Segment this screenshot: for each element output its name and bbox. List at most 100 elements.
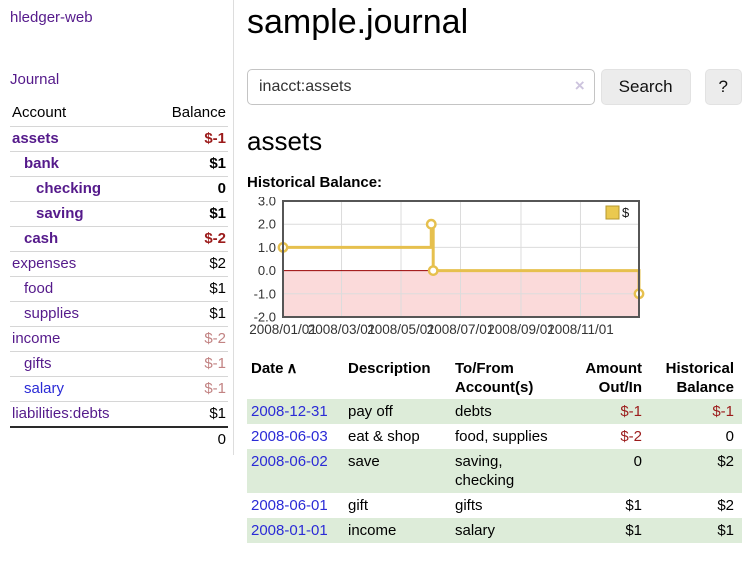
register-col-historical: Historical Balance	[665, 360, 734, 396]
svg-text:0.0: 0.0	[258, 263, 276, 278]
register-row: 2008-01-01 income salary $1 $1	[247, 518, 742, 543]
account-balance: $1	[148, 276, 228, 302]
register-description-cell: save	[348, 453, 380, 470]
account-balance: $-2	[148, 326, 228, 352]
account-row: saving $1	[10, 201, 228, 227]
account-row: expenses $2	[10, 251, 228, 277]
transaction-date-link[interactable]: 2008-06-01	[251, 497, 328, 514]
account-row: food $1	[10, 276, 228, 302]
svg-text:-1.0: -1.0	[254, 286, 276, 301]
chart-heading: Historical Balance:	[247, 174, 383, 191]
account-link[interactable]: expenses	[12, 255, 77, 272]
search-input[interactable]	[247, 69, 595, 105]
svg-text:2.0: 2.0	[258, 217, 276, 232]
account-link[interactable]: gifts	[24, 355, 52, 372]
register-balance-cell: $1	[717, 522, 734, 539]
page-title: sample.journal	[247, 3, 469, 41]
account-row: bank $1	[10, 151, 228, 177]
register-description-cell: gift	[348, 497, 369, 514]
svg-text:3.0: 3.0	[258, 197, 276, 209]
register-balance-cell: $2	[717, 453, 734, 470]
search-box: ×	[247, 69, 595, 105]
historical-balance-chart: $3.0 2.0 1.0 0.0 -1.0 -2.0 2008/01/01 2008/03/0…	[247, 197, 742, 341]
account-link[interactable]: checking	[36, 180, 102, 197]
clear-search-icon[interactable]: ×	[574, 76, 585, 95]
register-accounts-cell: saving, checking	[455, 453, 515, 489]
account-link[interactable]: income	[12, 330, 61, 347]
register-col-tofrom: To/From Account(s)	[455, 360, 534, 396]
register-description-cell: eat & shop	[348, 428, 420, 445]
transaction-date-link[interactable]: 2008-12-31	[251, 403, 328, 420]
svg-text:2008/05/01: 2008/05/01	[367, 322, 435, 337]
account-link[interactable]: food	[24, 280, 54, 297]
account-balance: $1	[148, 401, 228, 427]
sidebar: hledger-web Journal Account Balance asse…	[0, 0, 233, 452]
transaction-date-link[interactable]: 2008-06-03	[251, 428, 328, 445]
register-amount-cell: 0	[633, 453, 642, 470]
main-content: sample.journal × Search ? assets Histori…	[234, 0, 742, 543]
search-button[interactable]: Search	[600, 69, 691, 105]
accounts-col-balance: Balance	[171, 104, 226, 121]
account-row: income $-2	[10, 326, 228, 352]
account-link[interactable]: bank	[24, 155, 60, 172]
register-accounts-cell: debts	[455, 403, 492, 420]
register-balance-cell: $2	[717, 497, 734, 514]
register-description-cell: pay off	[348, 403, 393, 420]
register-balance-cell: $-1	[712, 403, 734, 420]
register-header-row: Date ∧ Description To/From Account(s) Amount O…	[247, 357, 742, 399]
svg-text:2008/03/01: 2008/03/01	[308, 322, 376, 337]
register-col-date[interactable]: Date ∧	[251, 360, 298, 377]
account-title: assets	[247, 126, 323, 156]
register-col-amount: Amount Out/In	[585, 360, 642, 396]
account-link[interactable]: liabilities:debts	[12, 405, 110, 422]
search-form: × Search ?	[247, 69, 742, 105]
help-button[interactable]: ?	[704, 69, 742, 105]
register-row: 2008-12-31 pay off debts $-1 $-1	[247, 399, 742, 424]
sidebar-divider	[233, 0, 234, 455]
svg-text:2008/07/01: 2008/07/01	[427, 322, 495, 337]
accounts-table: Account Balance assets $-1 bank $1 checking 0…	[10, 101, 228, 452]
accounts-total-value: 0	[148, 426, 228, 452]
account-balance: $1	[148, 151, 228, 177]
register-amount-cell: $1	[625, 522, 642, 539]
account-row: gifts $-1	[10, 351, 228, 377]
svg-text:2008/09/01: 2008/09/01	[487, 322, 555, 337]
account-row: cash $-2	[10, 226, 228, 252]
account-balance: $1	[148, 301, 228, 327]
svg-text:2008/11/01: 2008/11/01	[547, 322, 614, 337]
svg-text:-2.0: -2.0	[254, 310, 276, 325]
account-row: supplies $1	[10, 301, 228, 327]
register-row: 2008-06-03 eat & shop food, supplies $-2 0	[247, 424, 742, 449]
accounts-header-row: Account Balance	[10, 101, 228, 127]
svg-text:2008/01/01: 2008/01/01	[249, 322, 317, 337]
account-balance: $-1	[148, 351, 228, 377]
account-balance: 0	[148, 176, 228, 202]
register-accounts-cell: gifts	[455, 497, 483, 514]
sidebar-item-journal[interactable]: Journal	[10, 71, 60, 88]
account-balance: $-1	[148, 126, 228, 152]
transaction-date-link[interactable]: 2008-01-01	[251, 522, 328, 539]
svg-text:$: $	[622, 205, 630, 220]
account-balance: $-1	[148, 376, 228, 402]
account-link[interactable]: assets	[12, 130, 59, 147]
account-link[interactable]: salary	[24, 380, 65, 397]
account-link[interactable]: supplies	[24, 305, 80, 322]
account-balance: $1	[148, 201, 228, 227]
register-accounts-cell: salary	[455, 522, 496, 539]
account-row: assets $-1	[10, 126, 228, 152]
register-row: 2008-06-02 save saving, checking 0 $2	[247, 449, 742, 493]
register-date-cell: 2008-06-02	[247, 449, 344, 493]
register-description-cell: income	[348, 522, 397, 539]
account-link[interactable]: cash	[24, 230, 59, 247]
register-row: 2008-06-01 gift gifts $1 $2	[247, 493, 742, 518]
transaction-date-link[interactable]: 2008-06-02	[251, 453, 328, 470]
brand-link[interactable]: hledger-web	[10, 9, 93, 26]
account-row: checking 0	[10, 176, 228, 202]
sort-asc-icon: ∧	[286, 360, 298, 377]
accounts-total-spacer	[10, 426, 149, 452]
register-date-cell: 2008-01-01	[247, 518, 344, 543]
account-link[interactable]: saving	[36, 205, 84, 222]
account-row: liabilities:debts $1	[10, 401, 228, 427]
register-date-cell: 2008-12-31	[247, 399, 344, 424]
